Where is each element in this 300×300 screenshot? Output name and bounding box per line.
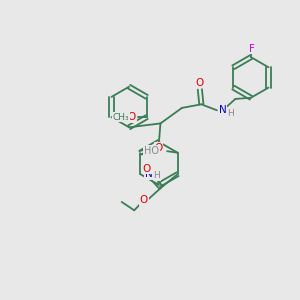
Text: H: H bbox=[153, 171, 160, 180]
Text: O: O bbox=[140, 195, 148, 205]
Text: HO: HO bbox=[144, 146, 159, 156]
Text: CH₃: CH₃ bbox=[113, 113, 129, 122]
Text: F: F bbox=[249, 44, 254, 54]
Text: O: O bbox=[143, 164, 151, 173]
Text: O: O bbox=[154, 142, 162, 153]
Text: H: H bbox=[227, 110, 234, 118]
Text: N: N bbox=[219, 105, 227, 115]
Text: O: O bbox=[128, 112, 136, 122]
Text: N: N bbox=[145, 169, 153, 179]
Text: O: O bbox=[196, 78, 204, 88]
